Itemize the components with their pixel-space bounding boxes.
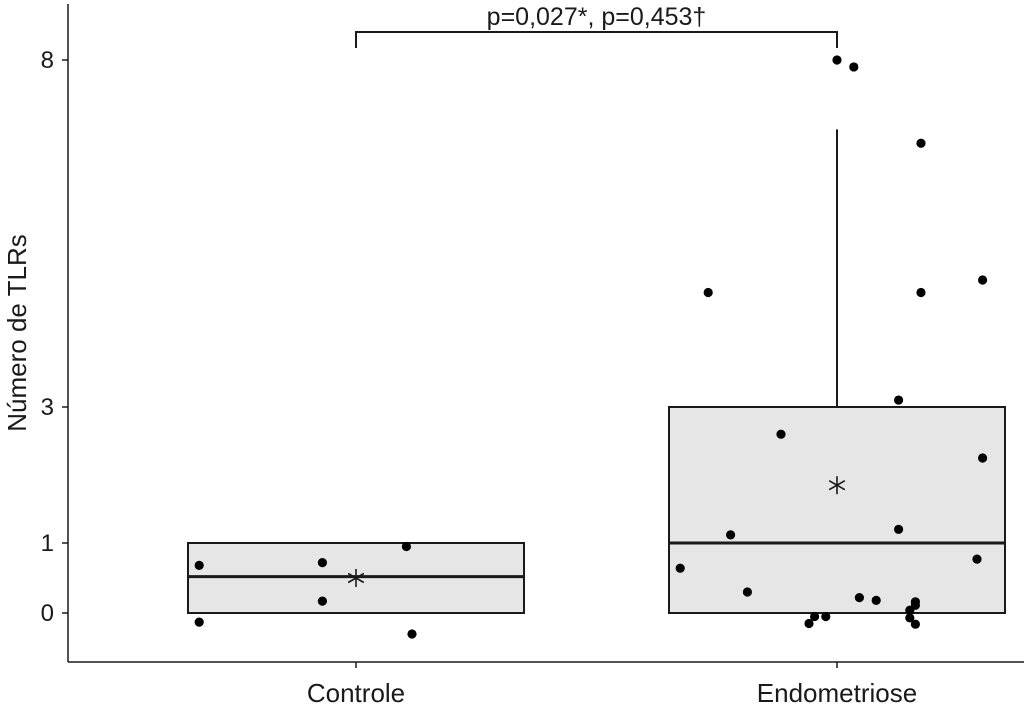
- data-point: [776, 429, 786, 439]
- data-point: [972, 554, 982, 564]
- box-iqr: [668, 406, 1006, 614]
- data-point: [916, 138, 926, 148]
- data-point: [854, 593, 865, 603]
- data-point: [832, 55, 842, 65]
- data-point: [726, 530, 736, 540]
- box-endometriose: [668, 129, 1006, 614]
- y-tick-label: 1: [41, 530, 54, 557]
- data-point: [317, 558, 327, 568]
- box-controle: [187, 542, 525, 614]
- data-point: [905, 605, 915, 615]
- data-point: [804, 618, 814, 629]
- data-point: [675, 563, 685, 573]
- significance-label: p=0,027*, p=0,453†: [487, 3, 707, 31]
- y-tick-label: 3: [41, 394, 54, 421]
- data-point: [317, 596, 327, 606]
- data-point: [978, 275, 988, 285]
- y-tick-label: 8: [41, 47, 54, 74]
- y-axis-title: Número de TLRs: [2, 234, 32, 432]
- mean-marker: [347, 569, 365, 587]
- mean-marker: [828, 476, 846, 495]
- significance-annotation: p=0,027*, p=0,453†: [355, 3, 838, 48]
- boxes-layer: [187, 129, 1006, 614]
- data-point: [821, 611, 831, 622]
- data-point: [194, 560, 204, 571]
- x-tick-label: Endometriose: [757, 678, 917, 705]
- data-point: [194, 617, 204, 627]
- data-point: [894, 524, 904, 535]
- data-point: [742, 587, 753, 597]
- data-point: [703, 287, 713, 298]
- data-point: [905, 613, 915, 623]
- data-point: [871, 595, 881, 606]
- points-layer: [194, 55, 988, 639]
- x-tick-label: Controle: [307, 678, 405, 705]
- data-point: [849, 62, 859, 72]
- data-point: [894, 395, 904, 405]
- data-point: [407, 629, 417, 639]
- data-point: [916, 287, 926, 298]
- significance-bracket: [355, 31, 838, 48]
- data-point: [910, 619, 921, 629]
- axes-layer: 0 1 3 8 Controle Endometriose: [41, 4, 1024, 705]
- data-point: [810, 611, 820, 622]
- data-point: [401, 541, 411, 552]
- data-point: [978, 453, 988, 463]
- y-tick-label: 0: [41, 600, 54, 627]
